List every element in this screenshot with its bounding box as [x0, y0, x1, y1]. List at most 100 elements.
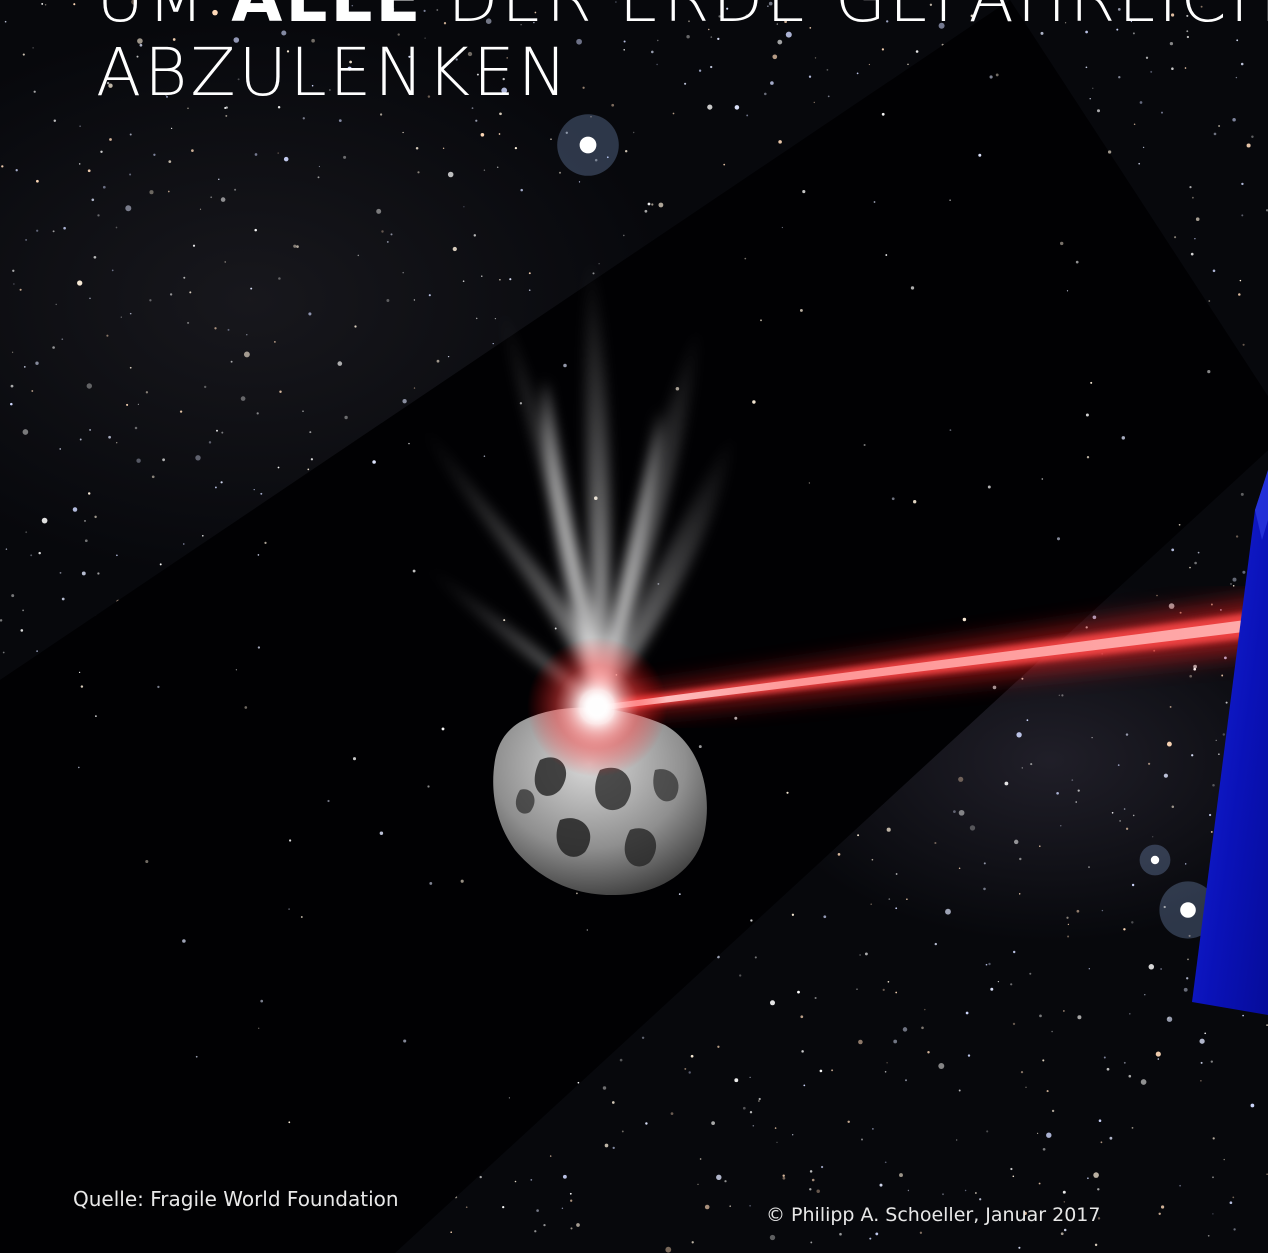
- background-star: [216, 429, 218, 432]
- background-star: [11, 594, 15, 598]
- background-star: [106, 81, 110, 85]
- background-star: [1239, 279, 1242, 282]
- background-star: [514, 1180, 517, 1183]
- background-star: [402, 131, 404, 134]
- background-star: [492, 342, 494, 345]
- background-star: [408, 55, 411, 58]
- background-star: [354, 325, 357, 328]
- background-star: [1163, 773, 1168, 778]
- background-star: [137, 403, 139, 405]
- background-star: [1029, 972, 1032, 975]
- background-star: [12, 269, 15, 272]
- background-star: [1222, 733, 1226, 736]
- background-star: [813, 101, 816, 104]
- background-star: [208, 441, 212, 444]
- panel-star: [260, 999, 264, 1003]
- panel-star: [962, 617, 967, 622]
- background-star: [499, 278, 501, 281]
- background-star: [1218, 753, 1220, 755]
- background-star: [1130, 20, 1133, 23]
- panel-star: [77, 766, 80, 769]
- background-star: [347, 66, 352, 71]
- background-star: [1138, 162, 1141, 165]
- panel-star: [403, 1039, 407, 1043]
- background-star: [764, 92, 767, 96]
- background-star: [230, 360, 233, 363]
- panel-star: [460, 879, 464, 883]
- background-star: [1030, 763, 1033, 766]
- background-star: [214, 327, 217, 330]
- background-star: [1012, 1022, 1016, 1026]
- background-star: [1012, 950, 1016, 954]
- background-star: [41, 2, 44, 5]
- background-star: [1142, 146, 1145, 149]
- background-star: [1129, 1013, 1131, 1015]
- background-star: [717, 37, 720, 41]
- background-star: [349, 60, 352, 64]
- background-star: [33, 90, 36, 93]
- background-star: [820, 1165, 824, 1169]
- background-star: [1148, 964, 1155, 970]
- background-star: [1212, 1137, 1215, 1140]
- background-star: [726, 7, 729, 10]
- background-star: [402, 271, 404, 274]
- background-star: [921, 1026, 924, 1030]
- background-star: [1016, 732, 1022, 738]
- background-star: [413, 387, 416, 389]
- background-star: [734, 1078, 739, 1083]
- background-star: [397, 33, 400, 36]
- background-star: [884, 1071, 887, 1073]
- background-star: [1200, 5, 1203, 8]
- background-star: [0, 619, 3, 622]
- background-star: [417, 171, 420, 174]
- background-star: [11, 351, 14, 353]
- background-star: [969, 825, 976, 831]
- background-star: [227, 328, 230, 331]
- background-star: [528, 289, 531, 292]
- background-star: [183, 543, 185, 545]
- background-star: [5, 548, 8, 550]
- bright-star: [1150, 855, 1160, 865]
- background-star: [94, 515, 97, 519]
- background-star: [1236, 39, 1239, 42]
- background-star: [1123, 928, 1126, 931]
- background-star: [823, 915, 827, 919]
- background-star: [1098, 1119, 1102, 1122]
- background-star: [1051, 1030, 1053, 1033]
- background-star: [657, 39, 659, 42]
- background-star: [10, 384, 14, 388]
- background-star: [1187, 958, 1189, 961]
- background-star: [506, 57, 508, 59]
- background-star: [758, 1097, 761, 1101]
- background-star: [734, 105, 740, 110]
- background-star: [108, 83, 113, 88]
- background-star: [297, 6, 300, 9]
- panel-star: [1041, 478, 1044, 480]
- background-star: [562, 1174, 567, 1179]
- panel-star: [1059, 241, 1064, 246]
- background-star: [624, 149, 628, 153]
- background-star: [277, 466, 280, 469]
- background-star: [1088, 968, 1090, 970]
- background-star: [23, 366, 26, 368]
- background-star: [645, 1122, 648, 1125]
- background-star: [1185, 863, 1187, 865]
- background-star: [831, 1069, 834, 1072]
- background-star: [1212, 1176, 1214, 1179]
- background-star: [479, 1175, 482, 1179]
- panel-star: [891, 497, 895, 501]
- background-star: [151, 475, 155, 479]
- background-star: [800, 1015, 804, 1019]
- panel-star: [863, 443, 866, 447]
- background-star: [100, 150, 103, 154]
- background-star: [20, 629, 24, 632]
- background-star: [44, 3, 47, 6]
- panel-star: [235, 669, 238, 671]
- background-star: [61, 338, 64, 341]
- background-star: [84, 539, 88, 543]
- panel-star: [244, 706, 248, 709]
- background-star: [136, 458, 141, 463]
- background-star: [1191, 754, 1194, 757]
- background-star: [856, 988, 858, 990]
- background-star: [129, 312, 132, 315]
